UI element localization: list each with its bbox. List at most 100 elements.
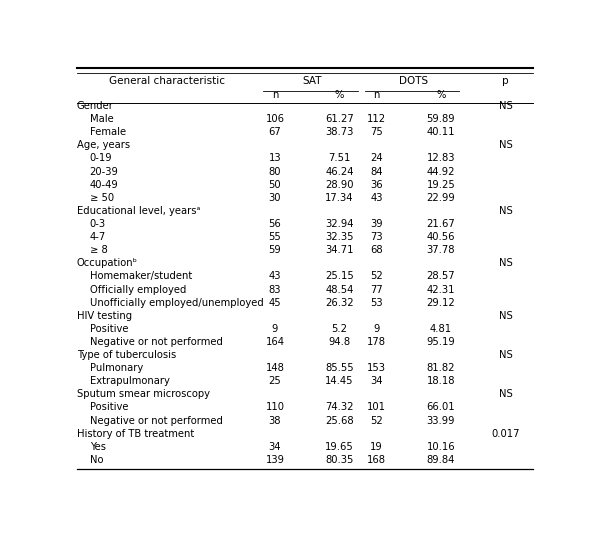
Text: 38.73: 38.73: [325, 127, 353, 137]
Text: Age, years: Age, years: [77, 141, 130, 150]
Text: Extrapulmonary: Extrapulmonary: [90, 376, 170, 386]
Text: 53: 53: [370, 298, 383, 307]
Text: History of TB treatment: History of TB treatment: [77, 429, 194, 439]
Text: 26.32: 26.32: [325, 298, 354, 307]
Text: 74.32: 74.32: [325, 402, 354, 412]
Text: Homemaker/student: Homemaker/student: [90, 271, 192, 282]
Text: ≥ 8: ≥ 8: [90, 245, 107, 255]
Text: 80.35: 80.35: [325, 455, 353, 465]
Text: 19: 19: [370, 442, 383, 452]
Text: 34.71: 34.71: [325, 245, 354, 255]
Text: 48.54: 48.54: [325, 284, 353, 294]
Text: NS: NS: [499, 311, 512, 321]
Text: 83: 83: [269, 284, 281, 294]
Text: 24: 24: [370, 154, 383, 164]
Text: 101: 101: [367, 402, 386, 412]
Text: NS: NS: [499, 206, 512, 216]
Text: 4-7: 4-7: [90, 232, 106, 242]
Text: 73: 73: [370, 232, 383, 242]
Text: 106: 106: [265, 114, 284, 124]
Text: NS: NS: [499, 141, 512, 150]
Text: Negative or not performed: Negative or not performed: [90, 416, 223, 425]
Text: Yes: Yes: [90, 442, 105, 452]
Text: 40.11: 40.11: [427, 127, 455, 137]
Text: Educational level, yearsᵃ: Educational level, yearsᵃ: [77, 206, 200, 216]
Text: 0-3: 0-3: [90, 219, 106, 229]
Text: 43: 43: [370, 193, 383, 203]
Text: 80: 80: [269, 166, 281, 177]
Text: Pulmonary: Pulmonary: [90, 363, 143, 373]
Text: DOTS: DOTS: [399, 76, 428, 86]
Text: 10.16: 10.16: [427, 442, 455, 452]
Text: 59.89: 59.89: [427, 114, 455, 124]
Text: Positive: Positive: [90, 324, 128, 334]
Text: 25.68: 25.68: [325, 416, 354, 425]
Text: 66.01: 66.01: [427, 402, 455, 412]
Text: Gender: Gender: [77, 101, 114, 111]
Text: 42.31: 42.31: [427, 284, 455, 294]
Text: 19.65: 19.65: [325, 442, 354, 452]
Text: 21.67: 21.67: [427, 219, 455, 229]
Text: n: n: [272, 91, 278, 100]
Text: 7.51: 7.51: [328, 154, 350, 164]
Text: 85.55: 85.55: [325, 363, 354, 373]
Text: 75: 75: [370, 127, 383, 137]
Text: 148: 148: [265, 363, 284, 373]
Text: HIV testing: HIV testing: [77, 311, 132, 321]
Text: 139: 139: [265, 455, 284, 465]
Text: 22.99: 22.99: [427, 193, 455, 203]
Text: Occupationᵇ: Occupationᵇ: [77, 258, 137, 268]
Text: %: %: [335, 91, 345, 100]
Text: 95.19: 95.19: [427, 337, 455, 347]
Text: NS: NS: [499, 101, 512, 111]
Text: 37.78: 37.78: [427, 245, 455, 255]
Text: 36: 36: [370, 180, 383, 189]
Text: 9: 9: [272, 324, 278, 334]
Text: 59: 59: [268, 245, 281, 255]
Text: Type of tuberculosis: Type of tuberculosis: [77, 350, 176, 360]
Text: Positive: Positive: [90, 402, 128, 412]
Text: 40-49: 40-49: [90, 180, 118, 189]
Text: 25: 25: [268, 376, 281, 386]
Text: 25.15: 25.15: [325, 271, 354, 282]
Text: 168: 168: [367, 455, 386, 465]
Text: 178: 178: [367, 337, 386, 347]
Text: 94.8: 94.8: [328, 337, 350, 347]
Text: ≥ 50: ≥ 50: [90, 193, 114, 203]
Text: n: n: [373, 91, 380, 100]
Text: 18.18: 18.18: [427, 376, 455, 386]
Text: 77: 77: [370, 284, 383, 294]
Text: Negative or not performed: Negative or not performed: [90, 337, 223, 347]
Text: NS: NS: [499, 389, 512, 399]
Text: 44.92: 44.92: [427, 166, 455, 177]
Text: NS: NS: [499, 350, 512, 360]
Text: 81.82: 81.82: [427, 363, 455, 373]
Text: Officially employed: Officially employed: [90, 284, 186, 294]
Text: 0-19: 0-19: [90, 154, 112, 164]
Text: p: p: [502, 76, 509, 86]
Text: 61.27: 61.27: [325, 114, 354, 124]
Text: 112: 112: [367, 114, 386, 124]
Text: 20-39: 20-39: [90, 166, 118, 177]
Text: 28.57: 28.57: [427, 271, 455, 282]
Text: 50: 50: [269, 180, 281, 189]
Text: 30: 30: [269, 193, 281, 203]
Text: 29.12: 29.12: [427, 298, 455, 307]
Text: 164: 164: [265, 337, 284, 347]
Text: 84: 84: [370, 166, 383, 177]
Text: 14.45: 14.45: [325, 376, 354, 386]
Text: 56: 56: [268, 219, 281, 229]
Text: 38: 38: [269, 416, 281, 425]
Text: Unofficially employed/unemployed: Unofficially employed/unemployed: [90, 298, 264, 307]
Text: 34: 34: [269, 442, 281, 452]
Text: Female: Female: [90, 127, 126, 137]
Text: 55: 55: [268, 232, 281, 242]
Text: 19.25: 19.25: [427, 180, 455, 189]
Text: 39: 39: [370, 219, 383, 229]
Text: 9: 9: [373, 324, 380, 334]
Text: 12.83: 12.83: [427, 154, 455, 164]
Text: 110: 110: [265, 402, 284, 412]
Text: 68: 68: [370, 245, 383, 255]
Text: 34: 34: [370, 376, 383, 386]
Text: SAT: SAT: [302, 76, 322, 86]
